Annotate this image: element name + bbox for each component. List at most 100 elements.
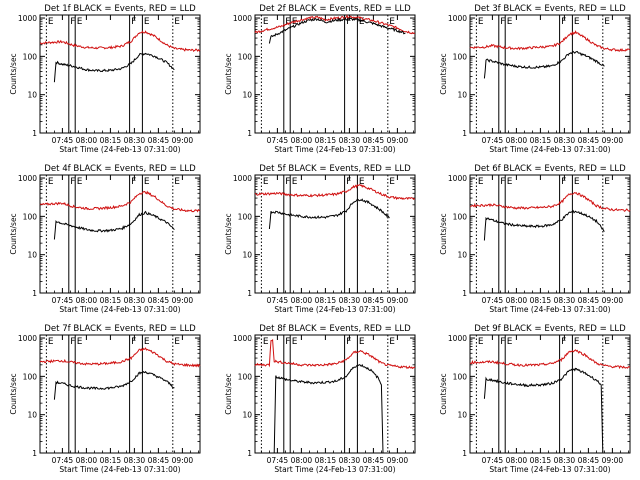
marker-label-E: E	[48, 177, 54, 187]
x-axis-label: Start Time (24-Feb-13 07:31:00)	[489, 465, 610, 474]
x-tick-label: 07:45	[52, 136, 74, 145]
marker-label-E: E	[292, 337, 298, 347]
panel-det-4: Det 4f BLACK = Events, RED = LLD 1 10 100 10…	[9, 164, 201, 314]
marker-label-F: F	[561, 17, 566, 27]
marker-label-F: F	[70, 17, 75, 27]
y-tick-label: 1000	[448, 14, 467, 23]
y-axis-label: Counts/sec	[439, 213, 448, 254]
marker-label-F: F	[70, 177, 75, 187]
x-axis-label: Start Time (24-Feb-13 07:31:00)	[59, 305, 180, 314]
marker-label-F: F	[500, 177, 505, 187]
x-axis-label: Start Time (24-Feb-13 07:31:00)	[59, 465, 180, 474]
x-tick-label: 08:45	[578, 136, 600, 145]
series-events-black	[53, 52, 175, 83]
y-tick-label: 10	[457, 91, 467, 100]
panel-det-6: Det 6f BLACK = Events, RED = LLD 1 10 100 10…	[439, 164, 631, 314]
panel-title: Det 9f BLACK = Events, RED = LLD	[474, 324, 626, 334]
x-tick-label: 08:45	[148, 456, 170, 465]
series-events-black	[483, 209, 605, 241]
x-axis-label: Start Time (24-Feb-13 07:31:00)	[489, 305, 610, 314]
y-tick-label: 1000	[233, 334, 252, 343]
panel-det-8: Det 8f BLACK = Events, RED = LLD 1 10 100 10…	[224, 324, 416, 474]
x-tick-label: 08:30	[124, 136, 146, 145]
marker-label-E: E	[507, 337, 513, 347]
y-tick-label: 10	[457, 251, 467, 260]
x-tick-label: 08:30	[339, 296, 361, 305]
y-tick-label: 10	[242, 411, 252, 420]
marker-label-E: E	[144, 337, 150, 347]
x-tick-label: 08:30	[339, 136, 361, 145]
x-tick-label: 08:15	[315, 136, 337, 145]
x-tick-label: 09:00	[387, 296, 409, 305]
y-tick-label: 1000	[18, 334, 37, 343]
marker-label-E: E	[263, 337, 269, 347]
series-events-black	[53, 370, 175, 400]
panel-det-7: Det 7f BLACK = Events, RED = LLD 1 10 100 10…	[9, 324, 201, 474]
series-lld-red	[39, 190, 201, 213]
x-tick-label: 08:15	[100, 136, 122, 145]
y-tick-label: 10	[27, 251, 37, 260]
marker-label-E: E	[478, 337, 484, 347]
y-tick-label: 1000	[18, 174, 37, 183]
y-tick-label: 1000	[18, 14, 37, 23]
x-axis-label: Start Time (24-Feb-13 07:31:00)	[274, 465, 395, 474]
marker-label-F: F	[346, 177, 351, 187]
y-tick-label: 1	[462, 129, 467, 138]
marker-label-E: E	[574, 17, 580, 27]
x-tick-label: 08:15	[530, 296, 552, 305]
x-tick-label: 08:30	[554, 296, 576, 305]
y-tick-label: 100	[23, 52, 38, 61]
x-tick-label: 08:30	[554, 456, 576, 465]
marker-label-E: E	[389, 337, 395, 347]
y-tick-label: 100	[453, 52, 468, 61]
y-tick-label: 1000	[233, 174, 252, 183]
marker-label-F: F	[70, 337, 75, 347]
x-tick-label: 08:45	[363, 136, 385, 145]
plot-frame	[254, 334, 416, 454]
marker-label-E: E	[77, 177, 83, 187]
marker-label-F: F	[285, 17, 290, 27]
series-lld-red	[39, 30, 201, 52]
panel-title: Det 1f BLACK = Events, RED = LLD	[44, 4, 196, 14]
marker-label-E: E	[389, 177, 395, 187]
x-tick-label: 08:30	[339, 456, 361, 465]
x-tick-label: 08:15	[530, 136, 552, 145]
marker-label-E: E	[574, 337, 580, 347]
panel-det-1: Det 1f BLACK = Events, RED = LLD 1 10 100 10…	[9, 4, 201, 154]
x-tick-label: 07:45	[482, 296, 504, 305]
y-tick-label: 1	[32, 449, 37, 458]
x-tick-label: 08:30	[124, 456, 146, 465]
y-tick-label: 1	[462, 289, 467, 298]
x-tick-label: 07:45	[52, 296, 74, 305]
x-tick-label: 08:00	[506, 456, 528, 465]
plot-frame	[39, 14, 201, 134]
y-tick-label: 10	[27, 91, 37, 100]
y-tick-label: 1	[247, 129, 252, 138]
y-tick-label: 100	[238, 52, 253, 61]
marker-label-F: F	[131, 17, 136, 27]
x-tick-label: 09:00	[387, 136, 409, 145]
x-tick-label: 08:45	[148, 296, 170, 305]
x-tick-label: 09:00	[172, 296, 194, 305]
panel-det-2: Det 2f BLACK = Events, RED = LLD 1 10 100 10…	[224, 4, 416, 154]
x-tick-label: 08:45	[578, 456, 600, 465]
y-tick-label: 100	[453, 212, 468, 221]
panel-title: Det 3f BLACK = Events, RED = LLD	[474, 4, 626, 14]
x-tick-label: 09:00	[387, 456, 409, 465]
x-tick-label: 08:45	[578, 296, 600, 305]
x-tick-label: 08:15	[100, 296, 122, 305]
x-tick-label: 08:00	[76, 296, 98, 305]
x-tick-label: 08:15	[100, 456, 122, 465]
series-lld-red	[469, 349, 631, 370]
plot-frame	[39, 334, 201, 454]
x-tick-label: 08:00	[76, 136, 98, 145]
plot-frame	[254, 174, 416, 294]
panel-title: Det 2f BLACK = Events, RED = LLD	[259, 4, 411, 14]
marker-label-E: E	[174, 177, 180, 187]
marker-label-E: E	[604, 177, 610, 187]
plot-frame	[39, 174, 201, 294]
series-events-black	[483, 50, 605, 79]
series-events-black	[268, 198, 390, 230]
y-tick-label: 100	[23, 372, 38, 381]
